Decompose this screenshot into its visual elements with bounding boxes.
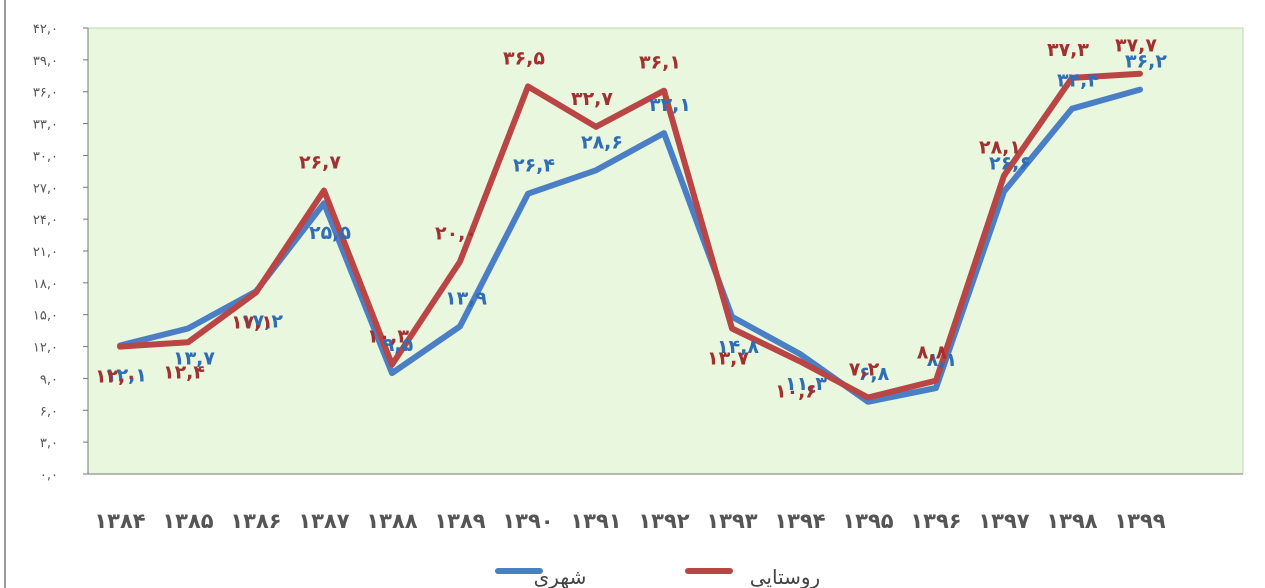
x-tick-label: ۱۳۹۷ <box>978 509 1029 533</box>
data-label: ۳۶,۲ <box>1125 51 1167 73</box>
series-line-1 <box>117 70 1143 401</box>
y-tick-label: ۲۱,۰ <box>33 245 58 260</box>
y-tick-label: ۳,۰ <box>40 436 58 451</box>
data-label: ۲۸,۱ <box>979 137 1021 159</box>
y-tick-label: ۱۲,۰ <box>33 341 58 356</box>
data-label: ۱۰,۳ <box>367 326 409 348</box>
x-tick-label: ۱۳۹۸ <box>1046 509 1097 533</box>
y-tick-label: ۲۴,۰ <box>33 213 58 228</box>
y-tick-label: ۶,۰ <box>40 404 58 419</box>
legend-label-0: شهری <box>534 565 587 588</box>
x-tick-label: ۱۳۸۸ <box>366 509 417 533</box>
x-tick-label: ۱۳۸۹ <box>434 509 485 533</box>
y-tick-label: ۰,۰ <box>40 468 58 483</box>
data-label: ۳۶,۱ <box>639 52 681 74</box>
y-tick-label: ۱۸,۰ <box>33 277 58 292</box>
data-label: ۱۷,۲ <box>241 310 283 332</box>
data-label: ۹,۵ <box>383 334 414 356</box>
data-label: ۳۶,۵ <box>503 47 545 69</box>
data-label: ۲۵,۵ <box>309 222 351 244</box>
x-tick-label: ۱۳۹۶ <box>910 509 961 533</box>
y-tick-label: ۳۹,۰ <box>33 54 58 69</box>
data-label: ۲۰,۰ <box>435 223 477 245</box>
x-tick-label: ۱۳۸۷ <box>298 509 349 533</box>
y-tick-label: ۹,۰ <box>40 372 58 387</box>
data-label: ۱۲,۰ <box>95 366 137 388</box>
y-tick-label: ۴۲,۰ <box>33 22 58 37</box>
y-tick-label: ۳۳,۰ <box>33 118 58 133</box>
x-tick-label: ۱۳۸۴ <box>94 509 145 533</box>
series-line-0 <box>117 86 1143 405</box>
y-axis: ۰,۰ ۳,۰ ۶,۰ ۹,۰ ۱۲,۰ ۱۵,۰ ۱۸,۰ ۲۱,۰ ۲۴,۰ ۲۷,۰ ۳۰,۰… <box>33 22 89 483</box>
data-label: ۳۲,۷ <box>571 88 613 110</box>
y-tick-label: ۳۶,۰ <box>33 86 58 101</box>
data-label: ۲۶,۴ <box>513 155 555 177</box>
legend-label-1: روستایی <box>750 565 820 588</box>
data-label: ۱۱,۳ <box>785 373 827 395</box>
data-label: ۳۷,۷ <box>1115 35 1157 57</box>
data-label: ۸,۱ <box>927 349 957 371</box>
y-tick-label: ۳۰,۰ <box>33 149 58 164</box>
data-label: ۷,۲ <box>849 359 880 381</box>
data-label: ۲۸,۶ <box>581 131 623 153</box>
data-label: ۱۲,۴ <box>163 361 205 383</box>
x-tick-label: ۱۳۹۰ <box>502 509 553 533</box>
x-axis: ۱۳۸۴ ۱۳۸۵ ۱۳۸۶ ۱۳۸۷ ۱۳۸۸ ۱۳۸۹ ۱۳۹۰ ۱۳۹۱ ۱۳۹۲ ۱۳۹۳… <box>88 473 1243 533</box>
x-tick-label: ۱۳۸۵ <box>162 509 213 533</box>
x-tick-label: ۱۳۹۴ <box>774 509 825 533</box>
y-tick-label: ۲۷,۰ <box>33 181 58 196</box>
x-tick-label: ۱۳۹۹ <box>1114 509 1165 533</box>
x-tick-label: ۱۳۹۱ <box>570 509 621 533</box>
data-label: ۳۲,۱ <box>649 94 691 116</box>
x-tick-label: ۱۳۹۵ <box>842 509 893 533</box>
data-label: ۱۴,۸ <box>717 336 759 358</box>
data-label: ۱۳,۷ <box>707 348 749 370</box>
data-label: ۲۶,۶ <box>989 153 1031 175</box>
data-label: ۱۰,۶ <box>775 380 817 402</box>
legend: شهری روستایی <box>495 565 820 588</box>
data-label: ۳۷,۳ <box>1047 39 1089 61</box>
x-tick-label: ۱۳۸۶ <box>230 509 281 533</box>
x-tick-label: ۱۳۹۳ <box>706 509 757 533</box>
data-label: ۶,۸ <box>859 363 890 385</box>
data-label: ۸,۸ <box>917 342 948 364</box>
data-label: ۱۲,۱ <box>105 365 147 387</box>
y-tick-label: ۱۵,۰ <box>33 309 58 324</box>
series-lines <box>117 70 1143 405</box>
frame-left-rule <box>4 0 6 588</box>
data-label: ۳۴,۴ <box>1057 70 1099 92</box>
data-label: ۲۶,۷ <box>299 151 341 173</box>
data-label: ۱۷,۱ <box>231 311 273 333</box>
data-labels: ۱۲,۱۱۳,۷۱۷,۲۲۵,۵۹,۵۱۳,۹۲۶,۴۲۸,۶۳۲,۱۱۴,۸۱… <box>95 35 1167 403</box>
data-label: ۱۳,۹ <box>445 287 487 309</box>
data-label: ۱۳,۷ <box>173 348 215 370</box>
x-tick-label: ۱۳۹۲ <box>638 509 689 533</box>
